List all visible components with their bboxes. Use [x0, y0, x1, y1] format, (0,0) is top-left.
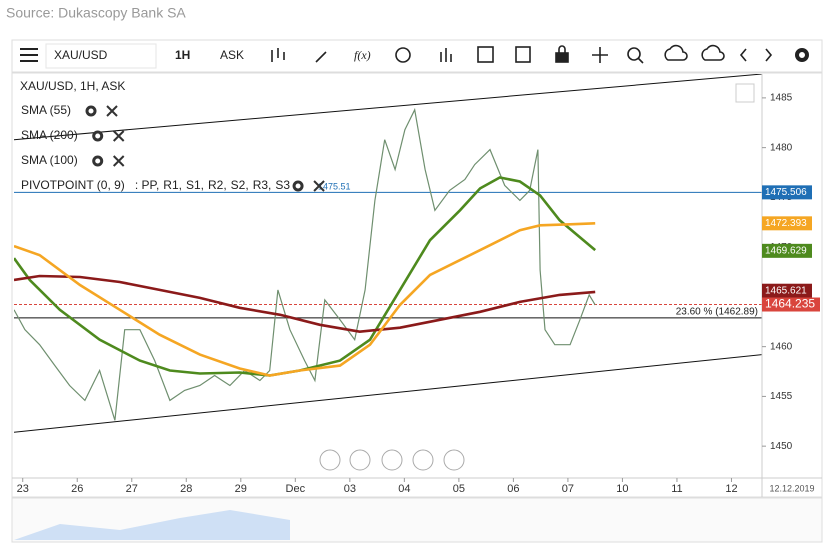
y-tick-label: 1450 — [770, 441, 793, 452]
fib-label: 23.60 % (1462.89) — [676, 307, 758, 318]
price-label: 1469.629 — [765, 245, 807, 256]
pivot-line-name: R1, — [163, 178, 182, 192]
x-tick-label: 07 — [562, 483, 574, 495]
source: Source: Dukascopy Bank SA — [6, 5, 186, 21]
toolbar-icons[interactable]: f(x) — [271, 44, 809, 64]
pivot-line-name: S1, — [186, 178, 204, 192]
chart-frame — [11, 72, 823, 498]
settings-icon[interactable] — [92, 130, 104, 142]
legend-entry: SMA (55) — [21, 103, 71, 117]
settings-icon[interactable] — [292, 180, 304, 192]
y-tick-label: 1485 — [770, 93, 793, 104]
pivot-line-name: R3, — [253, 178, 272, 192]
pivot-value-label: 1475.51 — [318, 182, 351, 192]
x-tick-label: 06 — [507, 483, 519, 495]
settings-icon[interactable] — [85, 105, 97, 117]
x-tick-label: 26 — [71, 483, 83, 495]
y-tick-label: 1460 — [770, 341, 793, 352]
x-tick-label: Dec — [286, 483, 306, 495]
menu-icon[interactable] — [20, 48, 38, 62]
x-tick-label: 27 — [126, 483, 138, 495]
legend-entry: SMA (100) — [21, 153, 78, 167]
sma-line — [14, 176, 597, 377]
settings-icon[interactable] — [92, 155, 104, 167]
x-tick-label: 05 — [453, 483, 465, 495]
y-tick-label: 1480 — [770, 142, 793, 153]
svg-text:f(x): f(x) — [354, 48, 371, 62]
remove-icon — [112, 155, 125, 167]
trend-line — [14, 354, 762, 433]
pivot-line-name: S2, — [231, 178, 249, 192]
symbol-box[interactable] — [45, 43, 157, 69]
remove-icon — [106, 105, 118, 117]
sma-line — [14, 274, 596, 334]
price-line — [14, 107, 596, 421]
timeframe[interactable]: 1H — [175, 48, 190, 62]
side[interactable]: ASK — [220, 48, 244, 62]
pivot-line-name: R2, — [208, 178, 227, 192]
remove-icon — [313, 180, 325, 192]
x-tick-label: 04 — [398, 483, 410, 495]
sma-line — [14, 222, 596, 377]
price-label: 1475.506 — [765, 187, 807, 198]
remove-icon — [112, 130, 125, 142]
pivot-line-name: : PP, — [135, 178, 159, 192]
x-tick-label: 11 — [671, 483, 682, 495]
price-label: 1465.621 — [765, 285, 807, 296]
x-tick-label: 03 — [344, 483, 356, 495]
plot-area — [14, 74, 762, 433]
price-label-box — [762, 243, 812, 258]
price-label: 1472.393 — [765, 218, 807, 229]
x-tick-label: 12 — [725, 483, 737, 495]
symbol[interactable]: XAU/USD — [54, 48, 108, 62]
price-label: 1464.235 — [765, 297, 815, 311]
price-label-box — [762, 283, 812, 298]
zoom-controls[interactable] — [319, 449, 465, 471]
price-label-box — [762, 216, 812, 231]
pivot-name: PIVOTPOINT (0, 9) — [21, 178, 125, 192]
x-tick-label: 28 — [180, 483, 192, 495]
price-label-box — [762, 185, 812, 200]
date-label: 12.12.2019 — [769, 483, 814, 493]
legend-entry: SMA (200) — [21, 128, 78, 142]
price-label-box — [762, 297, 820, 312]
x-tick-label: 29 — [235, 483, 247, 495]
x-tick-label: 10 — [616, 483, 628, 495]
navigator-area — [14, 510, 290, 540]
expand-button[interactable] — [735, 83, 755, 103]
chart-title: XAU/USD, 1H, ASK — [20, 79, 125, 93]
trend-line — [14, 74, 762, 141]
x-tick-label: 23 — [17, 483, 29, 495]
y-tick-label: 1455 — [770, 391, 793, 402]
pivot-line-name: S3 — [275, 178, 290, 192]
